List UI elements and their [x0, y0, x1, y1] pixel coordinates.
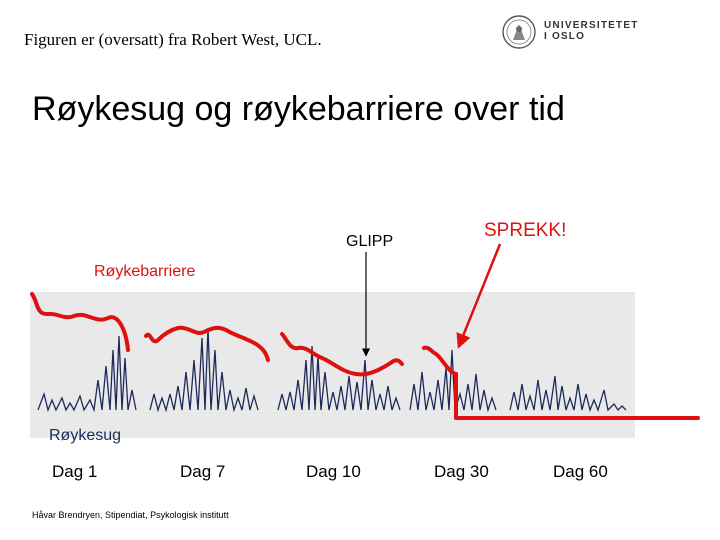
barrier-segment-1: [30, 292, 130, 352]
craving-trace-segment-4: [409, 349, 497, 413]
day-label-3: Dag 10: [306, 462, 361, 481]
barrier-segment-2: [144, 325, 270, 362]
barrier-segment-3: [280, 332, 404, 377]
university-logo: UNIVERSITETET I OSLO: [500, 12, 640, 52]
logo-line-2: I OSLO: [544, 31, 586, 42]
day-label-1: Dag 1: [52, 462, 97, 481]
sprekk-arrow: [456, 243, 502, 349]
craving-traces: [37, 327, 627, 413]
logo-line-1: UNIVERSITETET: [544, 20, 639, 31]
seal-icon: [502, 15, 536, 49]
barrier-segment-4: [422, 345, 458, 376]
craving-trace-segment-5: [509, 375, 627, 413]
sprekk-label: SPREKK!: [484, 220, 566, 241]
day-label-4: Dag 30: [434, 462, 489, 481]
page-title: Røykesug og røykebarriere over tid: [32, 90, 565, 128]
barrier-lines: [30, 292, 700, 420]
craving-trace-segment-2: [149, 327, 259, 413]
glipp-label: GLIPP: [346, 233, 393, 250]
barrier-collapsed: [454, 372, 700, 420]
source-note: Figuren er (oversatt) fra Robert West, U…: [24, 30, 322, 49]
craving-label: Røykesug: [49, 427, 121, 444]
day-label-5: Dag 60: [553, 462, 608, 481]
craving-trace-segment-1: [37, 335, 137, 413]
day-label-2: Dag 7: [180, 462, 225, 481]
craving-trace-segment-3: [277, 345, 401, 411]
barrier-label: Røykebarriere: [94, 263, 195, 280]
footer-credit: Håvar Brendryen, Stipendiat, Psykologisk…: [32, 510, 229, 520]
